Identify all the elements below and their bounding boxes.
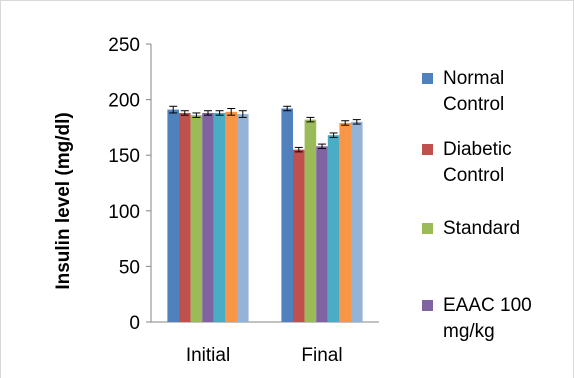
legend-swatch	[422, 73, 433, 84]
bar	[167, 109, 179, 322]
error-bar	[341, 120, 350, 126]
y-tick-label: 250	[108, 35, 140, 56]
x-axis-ticks: Initial Final	[186, 345, 343, 366]
y-axis-ticks: 0 50 100 150 200 250	[108, 35, 151, 334]
error-bar	[329, 132, 338, 138]
chart-error-bars	[169, 105, 361, 153]
y-tick-label: 100	[108, 202, 140, 223]
bar	[202, 112, 214, 322]
bar	[237, 114, 249, 322]
bar	[281, 108, 293, 322]
legend-item: EAAC 100 mg/kg	[422, 295, 532, 342]
bar	[225, 111, 237, 322]
error-bar	[352, 119, 361, 125]
error-bar	[180, 110, 189, 116]
legend-swatch	[422, 223, 433, 234]
legend-item: Normal Control	[422, 68, 504, 115]
error-bar	[294, 146, 303, 153]
y-tick-label: 200	[108, 91, 140, 112]
bar	[304, 119, 317, 322]
bar	[351, 121, 363, 322]
chart-bars	[167, 108, 363, 323]
y-tick-label: 150	[108, 146, 140, 167]
bar	[339, 122, 351, 323]
bar	[293, 149, 305, 322]
chart-legend: Normal Control Diabetic Control Standard EAAC…	[422, 68, 532, 342]
error-bar	[283, 105, 292, 112]
x-tick-label: Initial	[186, 345, 230, 366]
legend-swatch	[422, 300, 433, 311]
legend-label: EAAC 100 mg/kg	[443, 295, 532, 342]
error-bar	[318, 143, 326, 150]
y-tick-label: 0	[129, 313, 140, 334]
error-bar	[192, 112, 201, 118]
bar	[316, 146, 328, 322]
x-tick-label: Final	[301, 345, 342, 366]
bar	[213, 112, 226, 322]
error-bar	[204, 110, 212, 116]
bar	[190, 115, 203, 322]
error-bar	[238, 110, 247, 118]
legend-item: Diabetic Control	[422, 139, 512, 186]
y-axis-title: Insulin level (mg/dl)	[53, 112, 74, 289]
legend-swatch	[422, 144, 433, 155]
legend-label: Normal Control	[443, 68, 504, 115]
error-bar	[215, 110, 224, 116]
y-tick-label: 50	[119, 257, 140, 278]
legend-item: Standard	[422, 218, 520, 239]
error-bar	[227, 107, 236, 116]
bar	[327, 135, 340, 322]
error-bar	[306, 116, 315, 123]
legend-label: Diabetic Control	[443, 139, 512, 186]
legend-label: Standard	[443, 218, 520, 239]
bar	[179, 112, 191, 322]
error-bar	[169, 105, 178, 114]
